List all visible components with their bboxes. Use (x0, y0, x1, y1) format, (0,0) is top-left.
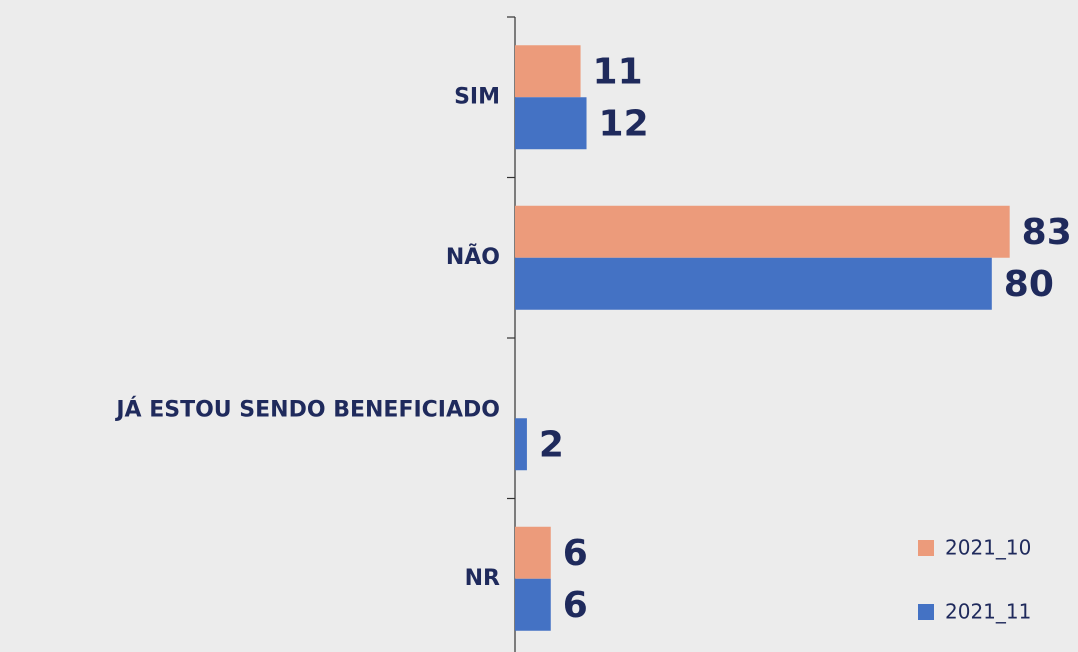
bar (515, 526, 551, 579)
legend-label: 2021_10 (945, 536, 1031, 560)
value-label: 6 (563, 585, 588, 626)
bar (515, 418, 527, 471)
bar (515, 97, 587, 150)
bar (515, 205, 1010, 258)
legend-label: 2021_11 (945, 600, 1031, 624)
category-label: NR (465, 566, 500, 591)
value-label: 2 (539, 424, 564, 465)
value-label: 11 (593, 51, 643, 92)
value-label: 12 (599, 103, 649, 144)
value-label: 80 (1004, 264, 1054, 305)
value-label: 83 (1022, 212, 1072, 253)
category-label: JÁ ESTOU SENDO BENEFICIADO (114, 396, 500, 422)
legend-swatch (918, 540, 934, 556)
value-label: 6 (563, 533, 588, 574)
legend-swatch (918, 604, 934, 620)
bar (515, 578, 551, 631)
bar (515, 45, 581, 98)
category-label: SIM (454, 84, 500, 109)
category-label: NÃO (446, 244, 500, 270)
bar (515, 257, 992, 310)
